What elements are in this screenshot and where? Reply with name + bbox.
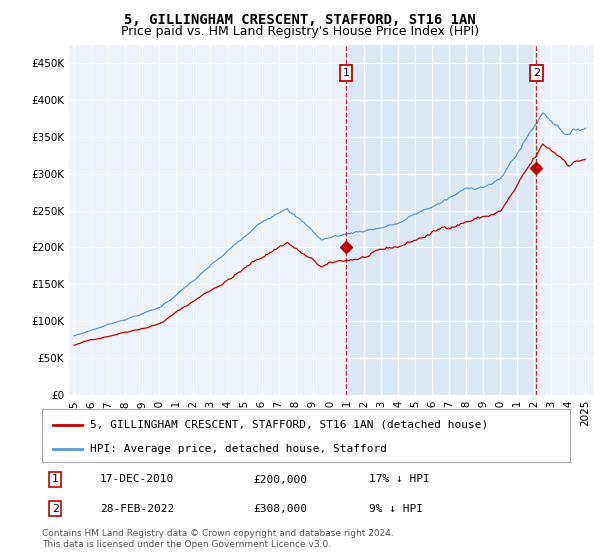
Text: 5, GILLINGHAM CRESCENT, STAFFORD, ST16 1AN (detached house): 5, GILLINGHAM CRESCENT, STAFFORD, ST16 1… [89,420,488,430]
Text: HPI: Average price, detached house, Stafford: HPI: Average price, detached house, Staf… [89,444,386,454]
Text: 17% ↓ HPI: 17% ↓ HPI [370,474,430,484]
Text: Contains HM Land Registry data © Crown copyright and database right 2024.
This d: Contains HM Land Registry data © Crown c… [42,529,394,549]
Text: 1: 1 [52,474,59,484]
Text: 2: 2 [52,504,59,514]
Text: 17-DEC-2010: 17-DEC-2010 [100,474,175,484]
Text: 1: 1 [343,68,350,78]
Text: £200,000: £200,000 [253,474,307,484]
Text: 28-FEB-2022: 28-FEB-2022 [100,504,175,514]
Text: 9% ↓ HPI: 9% ↓ HPI [370,504,424,514]
Bar [346,45,536,395]
Text: £308,000: £308,000 [253,504,307,514]
Text: 5, GILLINGHAM CRESCENT, STAFFORD, ST16 1AN: 5, GILLINGHAM CRESCENT, STAFFORD, ST16 1… [124,13,476,27]
Text: 2: 2 [533,68,540,78]
Text: Price paid vs. HM Land Registry's House Price Index (HPI): Price paid vs. HM Land Registry's House … [121,25,479,38]
